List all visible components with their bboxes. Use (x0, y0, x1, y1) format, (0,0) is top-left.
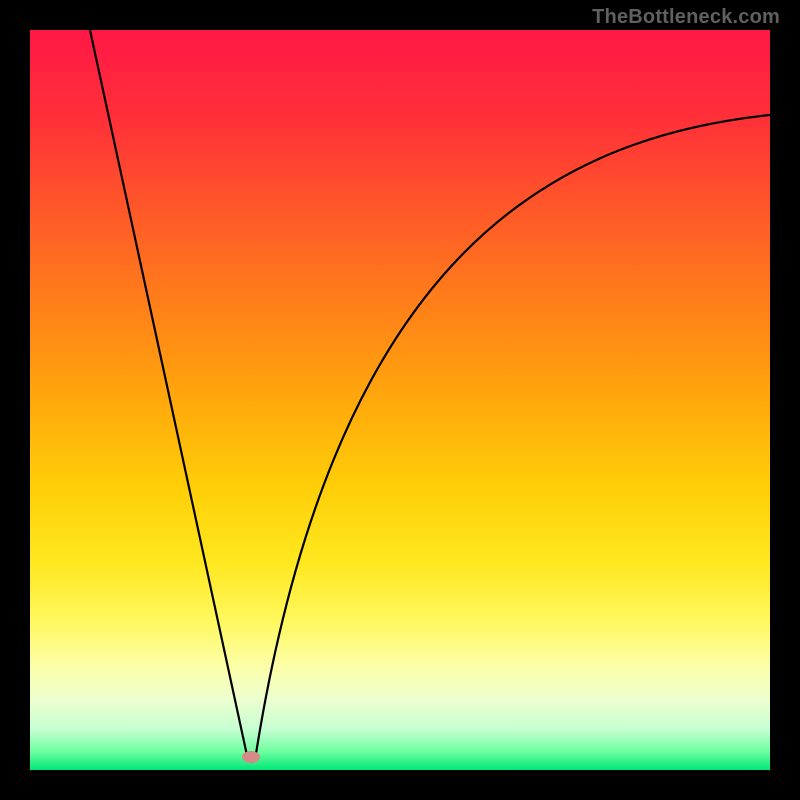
plot-area (30, 30, 770, 770)
watermark-text: TheBottleneck.com (592, 6, 780, 29)
gradient-background (30, 30, 770, 770)
chart-frame: TheBottleneck.com (0, 0, 800, 800)
chart-svg (30, 30, 770, 770)
minimum-marker (242, 751, 260, 763)
